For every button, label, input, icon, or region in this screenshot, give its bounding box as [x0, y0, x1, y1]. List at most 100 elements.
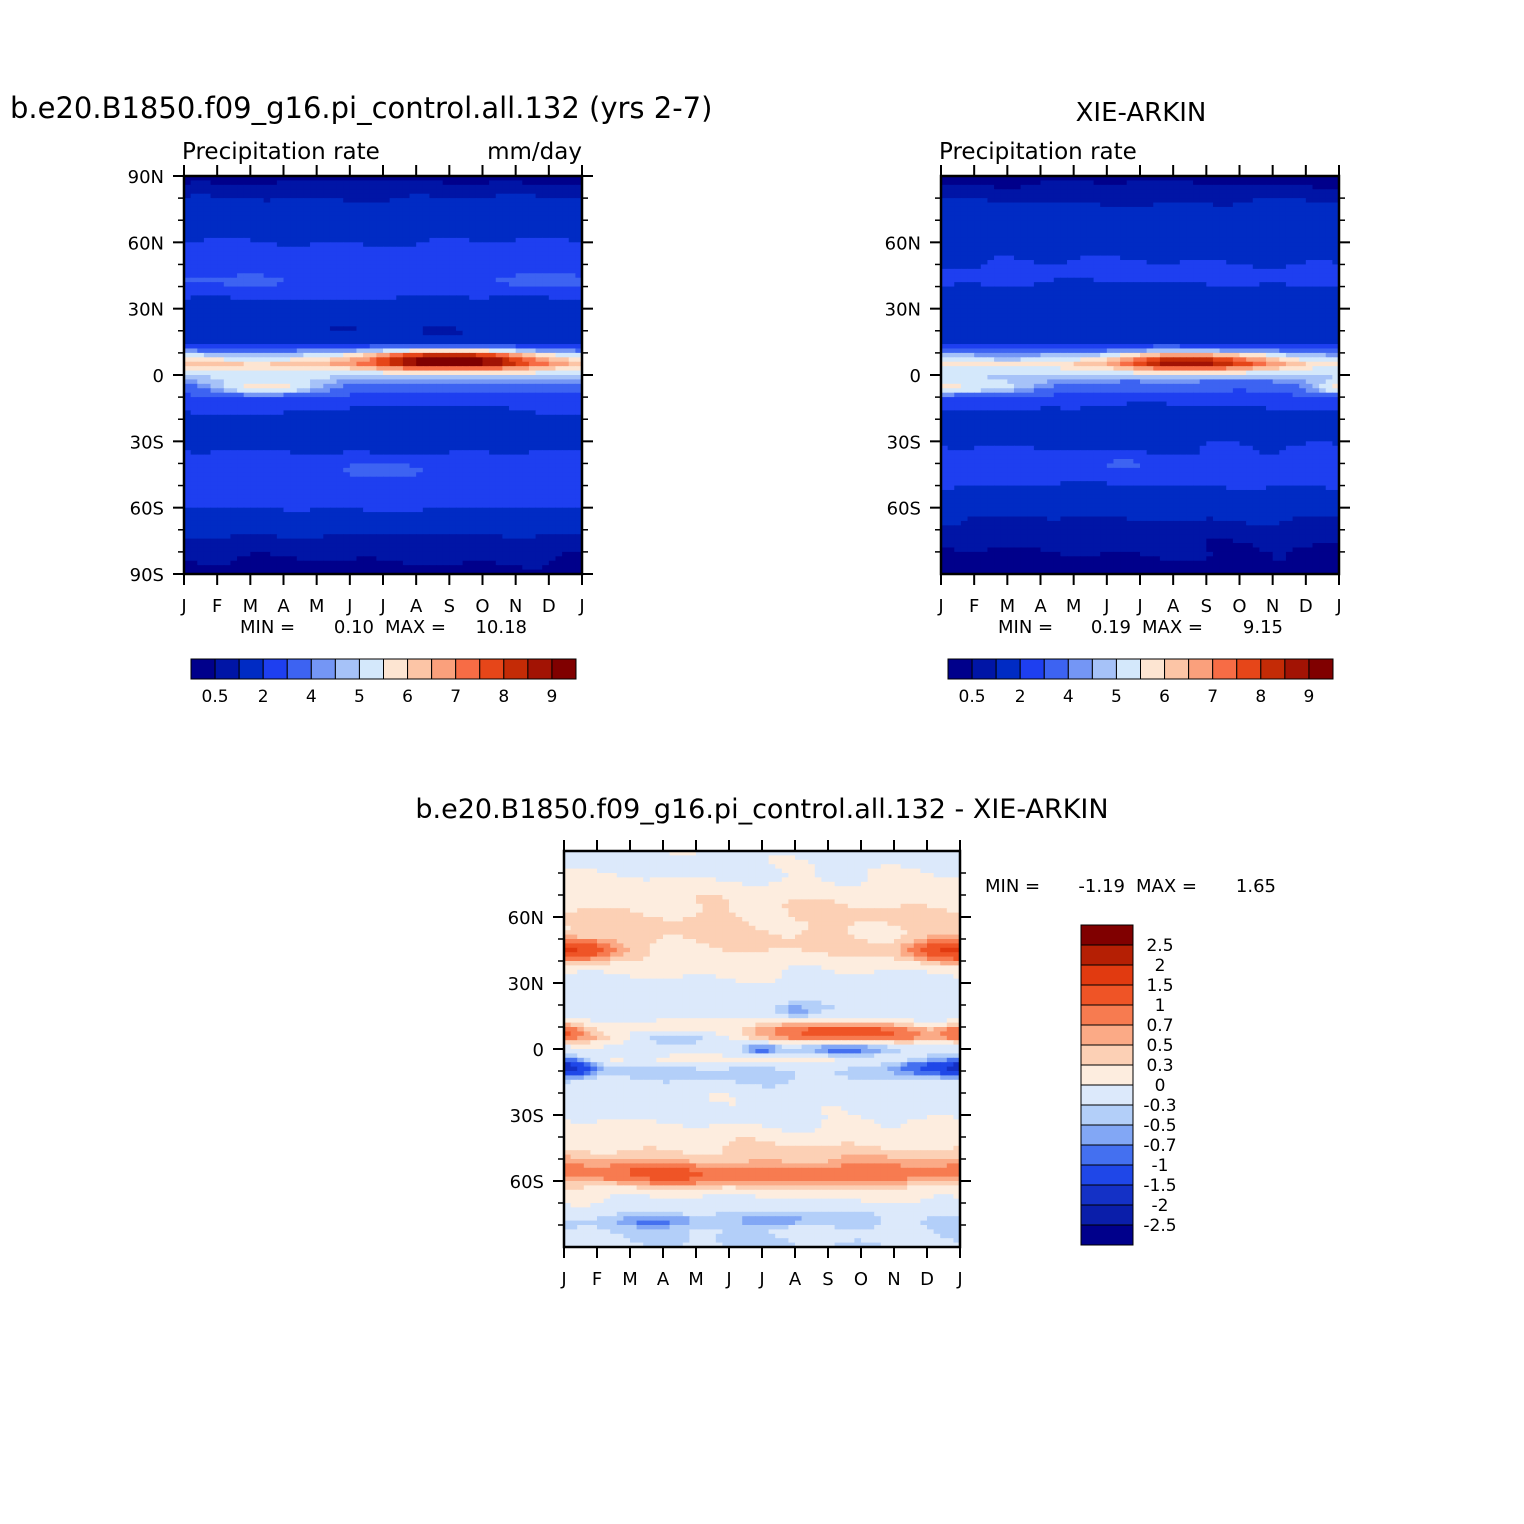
heatmap-cell: [270, 534, 278, 540]
heatmap-cell: [336, 379, 344, 385]
heatmap-cell: [369, 467, 377, 473]
heatmap-cell: [442, 326, 450, 332]
heatmap-cell: [568, 348, 576, 354]
heatmap-cell: [190, 246, 198, 252]
heatmap-cell: [203, 392, 212, 398]
heatmap-cell: [528, 428, 537, 434]
heatmap-cell: [270, 224, 278, 230]
heatmap-cell: [369, 330, 377, 336]
heatmap-cell: [402, 273, 411, 279]
heatmap-cell: [542, 428, 550, 434]
heatmap-cell: [296, 268, 304, 274]
heatmap-cell: [250, 295, 258, 301]
heatmap-cell: [336, 361, 344, 367]
heatmap-cell: [223, 352, 232, 358]
heatmap-cell: [329, 423, 338, 429]
heatmap-cell: [522, 268, 530, 274]
heatmap-cell: [502, 348, 510, 354]
heatmap-cell: [184, 286, 192, 292]
heatmap-cell: [237, 251, 245, 257]
heatmap-cell: [522, 277, 530, 283]
heatmap-cell: [276, 472, 285, 478]
heatmap-cell: [276, 321, 285, 327]
heatmap-cell: [349, 405, 358, 411]
heatmap-cell: [482, 237, 490, 243]
heatmap-cell: [396, 308, 404, 314]
heatmap-cell: [316, 220, 324, 226]
heatmap-cell: [223, 295, 232, 301]
heatmap-cell: [429, 317, 437, 323]
heatmap-cell: [416, 242, 424, 248]
heatmap-cell: [416, 463, 424, 469]
heatmap-cell: [575, 445, 583, 451]
heatmap-cell: [568, 414, 576, 420]
heatmap-cell: [356, 176, 364, 182]
heatmap-cell: [349, 472, 358, 478]
heatmap-cell: [383, 313, 391, 319]
heatmap-cell: [336, 436, 344, 442]
heatmap-cell: [389, 410, 397, 416]
heatmap-cell: [489, 264, 497, 270]
heatmap-cell: [409, 339, 417, 345]
heatmap-cell: [323, 295, 331, 301]
heatmap-cell: [343, 476, 351, 482]
heatmap-cell: [329, 361, 338, 367]
heatmap-cell: [575, 383, 583, 389]
heatmap-cell: [230, 317, 238, 323]
heatmap-cell: [303, 255, 311, 261]
heatmap-cell: [197, 388, 205, 394]
heatmap-cell: [495, 233, 503, 239]
heatmap-cell: [502, 370, 510, 376]
heatmap-cell: [356, 450, 364, 456]
heatmap-cell: [316, 202, 324, 208]
heatmap-cell: [528, 397, 537, 403]
heatmap-cell: [462, 277, 470, 283]
heatmap-cell: [396, 503, 404, 509]
heatmap-cell: [522, 481, 530, 487]
heatmap-cell: [409, 198, 417, 204]
heatmap-cell: [383, 366, 391, 372]
heatmap-cell: [203, 361, 212, 367]
heatmap-cell: [230, 242, 238, 248]
heatmap-cell: [296, 352, 304, 358]
heatmap-cell: [237, 180, 245, 186]
heatmap-cell: [562, 317, 570, 323]
heatmap-cell: [542, 251, 550, 257]
heatmap-cell: [376, 370, 384, 376]
heatmap-cell: [535, 520, 543, 526]
heatmap-cell: [509, 348, 517, 354]
heatmap-cell: [436, 503, 444, 509]
heatmap-cell: [548, 423, 557, 429]
heatmap-cell: [323, 423, 331, 429]
heatmap-cell: [210, 423, 218, 429]
heatmap-cell: [316, 308, 324, 314]
heatmap-cell: [515, 366, 523, 372]
heatmap-cell: [542, 423, 550, 429]
heatmap-cell: [555, 383, 563, 389]
heatmap-cell: [230, 215, 238, 221]
heatmap-cell: [535, 255, 543, 261]
heatmap-cell: [190, 401, 198, 407]
heatmap-cell: [290, 419, 298, 425]
heatmap-cell: [562, 344, 570, 350]
heatmap-cell: [203, 335, 212, 341]
heatmap-cell: [290, 339, 298, 345]
heatmap-cell: [237, 485, 245, 491]
heatmap-cell: [502, 436, 510, 442]
heatmap-cell: [489, 423, 497, 429]
heatmap-cell: [515, 494, 523, 500]
heatmap-cell: [290, 273, 298, 279]
heatmap-cell: [190, 184, 198, 190]
heatmap-cell: [548, 516, 557, 522]
heatmap-cell: [310, 251, 318, 257]
heatmap-cell: [383, 419, 391, 425]
heatmap-cell: [217, 295, 225, 301]
heatmap-cell: [376, 255, 384, 261]
heatmap-cell: [528, 379, 537, 385]
heatmap-cell: [230, 277, 238, 283]
heatmap-cell: [296, 357, 304, 363]
heatmap-cell: [256, 335, 265, 341]
heatmap-cell: [283, 193, 291, 199]
heatmap-cell: [363, 206, 371, 212]
heatmap-cell: [502, 485, 510, 491]
